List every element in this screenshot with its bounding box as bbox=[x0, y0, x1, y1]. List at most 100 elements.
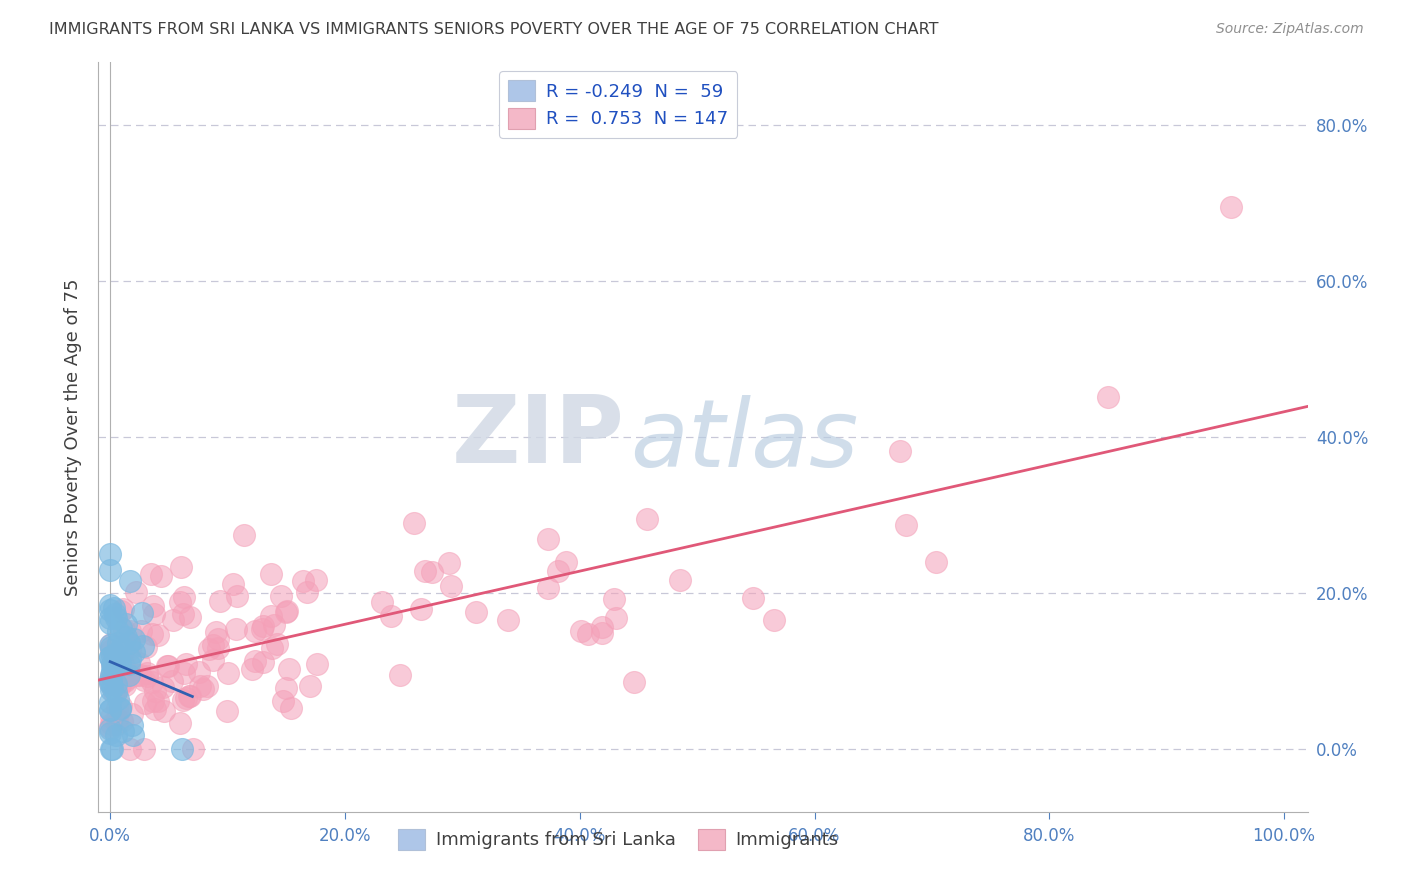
Point bbox=[107, 636, 129, 650]
Point bbox=[152, 704, 174, 718]
Point bbox=[101, 680, 124, 694]
Point bbox=[496, 613, 519, 627]
Legend: Immigrants from Sri Lanka, Immigrants: Immigrants from Sri Lanka, Immigrants bbox=[389, 820, 848, 859]
Point bbox=[114, 674, 136, 689]
Point bbox=[668, 574, 690, 588]
Point bbox=[201, 638, 224, 652]
Point bbox=[105, 677, 128, 691]
Point bbox=[179, 689, 201, 703]
Point bbox=[191, 682, 214, 697]
Text: atlas: atlas bbox=[630, 395, 859, 486]
Point bbox=[141, 566, 163, 581]
Point bbox=[252, 656, 274, 670]
Point bbox=[98, 650, 121, 665]
Point bbox=[411, 602, 433, 616]
Point bbox=[278, 662, 301, 676]
Point bbox=[105, 611, 128, 625]
Point bbox=[172, 607, 194, 621]
Point bbox=[291, 574, 314, 588]
Point bbox=[118, 742, 141, 756]
Point bbox=[98, 673, 121, 688]
Point bbox=[420, 565, 443, 579]
Point bbox=[105, 728, 128, 742]
Point bbox=[437, 556, 460, 570]
Point bbox=[103, 647, 125, 661]
Point bbox=[173, 665, 195, 680]
Point bbox=[103, 657, 125, 672]
Point bbox=[271, 694, 294, 708]
Point bbox=[274, 681, 297, 696]
Point bbox=[173, 591, 195, 605]
Point bbox=[120, 642, 142, 657]
Point bbox=[132, 639, 155, 653]
Point bbox=[402, 516, 425, 531]
Point bbox=[623, 675, 645, 690]
Point bbox=[762, 613, 785, 627]
Point bbox=[100, 669, 122, 683]
Point bbox=[114, 624, 136, 638]
Point bbox=[169, 595, 191, 609]
Text: ZIP: ZIP bbox=[451, 391, 624, 483]
Point bbox=[135, 640, 157, 654]
Point bbox=[121, 706, 143, 721]
Point bbox=[107, 650, 129, 665]
Point bbox=[225, 623, 247, 637]
Point bbox=[105, 701, 128, 715]
Point bbox=[118, 651, 141, 665]
Point bbox=[142, 694, 165, 708]
Y-axis label: Seniors Poverty Over the Age of 75: Seniors Poverty Over the Age of 75 bbox=[65, 278, 83, 596]
Text: Source: ZipAtlas.com: Source: ZipAtlas.com bbox=[1216, 22, 1364, 37]
Point bbox=[305, 657, 328, 671]
Point bbox=[98, 675, 121, 690]
Point bbox=[925, 555, 948, 569]
Point bbox=[195, 679, 218, 693]
Point bbox=[107, 624, 129, 638]
Point bbox=[221, 577, 243, 591]
Point bbox=[122, 645, 145, 659]
Point bbox=[129, 668, 152, 682]
Point bbox=[104, 607, 127, 621]
Point bbox=[260, 566, 283, 581]
Point bbox=[134, 696, 156, 710]
Point bbox=[146, 694, 169, 708]
Point bbox=[100, 640, 122, 655]
Point bbox=[114, 672, 136, 686]
Point bbox=[136, 665, 159, 680]
Point bbox=[107, 691, 129, 706]
Point bbox=[110, 621, 132, 635]
Point bbox=[537, 581, 560, 595]
Point bbox=[111, 714, 134, 728]
Point bbox=[118, 636, 141, 650]
Point bbox=[108, 656, 131, 670]
Point bbox=[98, 703, 121, 717]
Point bbox=[129, 624, 152, 639]
Point bbox=[114, 678, 136, 692]
Point bbox=[111, 640, 134, 654]
Point bbox=[108, 701, 131, 715]
Point bbox=[98, 616, 121, 631]
Point bbox=[104, 647, 127, 661]
Point bbox=[125, 667, 148, 681]
Point bbox=[576, 627, 599, 641]
Point bbox=[636, 512, 658, 526]
Point bbox=[174, 690, 197, 705]
Point bbox=[121, 718, 143, 732]
Point bbox=[101, 657, 124, 671]
Point bbox=[742, 591, 765, 605]
Point bbox=[100, 683, 122, 698]
Point bbox=[105, 713, 128, 727]
Point bbox=[108, 680, 131, 694]
Point bbox=[117, 657, 139, 671]
Point bbox=[103, 684, 125, 698]
Point bbox=[252, 619, 274, 633]
Point bbox=[100, 648, 122, 663]
Point bbox=[155, 658, 177, 673]
Point bbox=[100, 717, 122, 731]
Point bbox=[121, 728, 143, 742]
Point bbox=[250, 622, 273, 636]
Point bbox=[101, 742, 124, 756]
Point bbox=[112, 645, 135, 659]
Point bbox=[201, 653, 224, 667]
Point bbox=[276, 605, 298, 619]
Point bbox=[605, 611, 627, 625]
